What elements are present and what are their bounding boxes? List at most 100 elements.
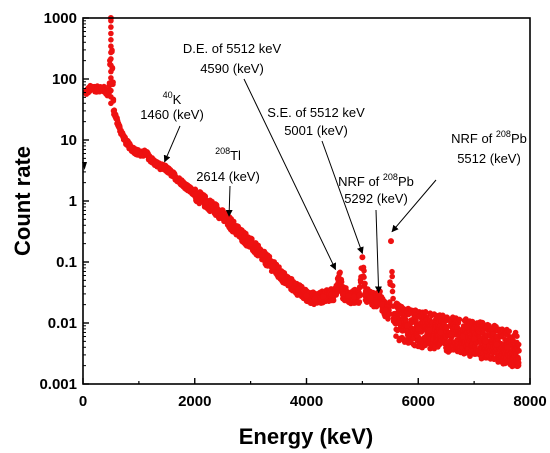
- axis-ticks: 0 2000 4000 6000 8000 1000 100 10 1 0.1 0.01 0.001: [39, 10, 546, 410]
- data-point: [351, 293, 357, 300]
- annotation: D.E. of 5512 keV 4590 (keV): [183, 41, 337, 271]
- annotation-arrow: [321, 140, 364, 255]
- data-point: [378, 301, 385, 308]
- data-point: [422, 309, 429, 315]
- y-tick-label: 0.01: [48, 315, 77, 332]
- data-point: [152, 160, 159, 167]
- annotation-arrow: [243, 78, 337, 271]
- data-point: [191, 191, 198, 197]
- data-point: [303, 292, 310, 299]
- data-point: [395, 320, 402, 326]
- data-point: [362, 290, 369, 297]
- data-point: [330, 297, 337, 304]
- data-point: [437, 329, 444, 336]
- data-point: [504, 344, 511, 351]
- annotation-energy: 5001 (keV): [284, 123, 348, 138]
- axis-marker-icon: [82, 162, 87, 170]
- data-point: [180, 181, 187, 187]
- data-point: [459, 333, 466, 340]
- data-point: [278, 272, 285, 279]
- data-point: [389, 268, 395, 275]
- data-point: [110, 107, 117, 114]
- annotation-energy: 1460 (keV): [140, 107, 204, 122]
- annotation-title: 40K: [163, 90, 182, 107]
- data-point: [108, 49, 114, 56]
- data-point: [345, 292, 352, 299]
- data-point: [108, 37, 114, 43]
- data-point: [444, 325, 450, 331]
- y-tick-label: 0.001: [39, 376, 77, 393]
- annotation-title: NRF of 208Pb: [451, 129, 527, 146]
- data-point: [359, 254, 366, 261]
- data-point: [471, 335, 478, 342]
- annotation-energy: 5292 (keV): [344, 191, 408, 206]
- data-point: [482, 338, 489, 345]
- data-point: [164, 167, 171, 174]
- data-point: [389, 288, 396, 295]
- data-point: [332, 290, 339, 297]
- data-point: [389, 283, 396, 289]
- annotation-energy: 5512 (keV): [457, 151, 521, 166]
- data-point: [147, 155, 154, 162]
- annotation-arrow: [225, 185, 233, 217]
- data-point: [385, 316, 391, 322]
- data-point: [390, 315, 397, 322]
- data-point: [108, 24, 114, 30]
- annotation-title: S.E. of 5512 keV: [267, 105, 365, 120]
- data-points: [82, 15, 522, 370]
- data-point: [514, 333, 520, 340]
- annotation-energy: 2614 (keV): [196, 169, 260, 184]
- annotation-arrow: [391, 179, 437, 233]
- data-point: [357, 284, 364, 291]
- annotation-arrow: [374, 209, 382, 294]
- data-point: [108, 75, 114, 81]
- x-tick-label: 6000: [402, 393, 435, 410]
- data-point: [402, 317, 409, 323]
- data-point: [415, 325, 422, 332]
- data-point: [258, 252, 265, 258]
- x-tick-label: 2000: [178, 393, 211, 410]
- x-tick-label: 4000: [290, 393, 323, 410]
- y-axis-title: Count rate: [10, 146, 35, 256]
- data-point: [336, 270, 343, 277]
- data-point: [172, 173, 179, 180]
- data-point: [456, 316, 463, 323]
- x-tick-label: 8000: [513, 393, 546, 410]
- data-point: [404, 322, 411, 329]
- annotation-title: D.E. of 5512 keV: [183, 41, 282, 56]
- data-point: [448, 331, 455, 338]
- data-point: [388, 238, 394, 245]
- annotation-title: 208Tl: [215, 146, 241, 163]
- data-point: [247, 240, 254, 247]
- data-point: [362, 280, 368, 287]
- data-point: [361, 274, 367, 281]
- annotation: NRF of 208Pb 5292 (keV): [338, 172, 414, 294]
- y-tick-label: 1: [69, 193, 77, 210]
- data-point: [88, 84, 95, 91]
- data-point: [367, 294, 374, 301]
- y-tick-label: 10: [60, 132, 77, 149]
- data-point: [108, 100, 114, 107]
- data-point: [295, 286, 302, 293]
- data-point: [236, 229, 243, 236]
- data-point: [386, 299, 393, 305]
- data-point: [108, 68, 114, 75]
- data-point: [108, 18, 114, 24]
- data-point: [339, 290, 346, 297]
- data-point: [202, 199, 209, 206]
- data-point: [142, 149, 149, 156]
- annotation: 208Tl 2614 (keV): [196, 146, 260, 217]
- data-point: [108, 56, 114, 62]
- data-point: [356, 292, 363, 299]
- annotation: NRF of 208Pb 5512 (keV): [391, 129, 527, 233]
- x-tick-label: 0: [79, 393, 87, 410]
- data-point: [108, 43, 114, 49]
- data-point: [311, 295, 318, 302]
- data-point: [389, 273, 396, 280]
- data-point: [386, 311, 393, 318]
- data-point: [108, 94, 114, 100]
- data-point: [202, 193, 209, 200]
